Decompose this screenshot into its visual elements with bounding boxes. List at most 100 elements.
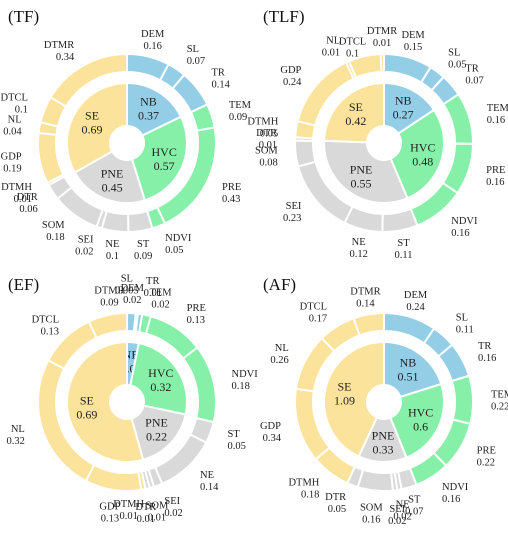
outer-label: GDP 0.24 [280, 65, 302, 88]
inner-label: HVC 0.48 [410, 141, 435, 169]
outer-label: PRE 0.16 [486, 165, 505, 188]
outer-label: SEI 0.02 [75, 235, 94, 258]
outer-label: NDVI 0.16 [451, 216, 478, 239]
outer-label: PRE 0.43 [222, 182, 241, 205]
outer-label: DTCL 0.1 [339, 37, 366, 60]
outer-slice [294, 139, 317, 168]
outer-slice [181, 346, 217, 424]
outer-label: DTMR 0.09 [94, 286, 124, 309]
outer-label: SL 0.005 [115, 274, 139, 297]
inner-slice [389, 108, 445, 200]
sunburst-panel: (AF) NB 0.51 HVC 0.6 PNE 0.33 SE 1.09 DEM 0.24 SL 0.… [260, 275, 508, 527]
inner-label: PNE 0.33 [372, 428, 395, 456]
inner-label: HVC 0.57 [152, 145, 177, 173]
inner-label: SE 0.69 [76, 393, 97, 421]
inner-slice [383, 81, 436, 136]
inner-slice [129, 341, 188, 416]
outer-label: DTMH 0.01 [113, 499, 144, 522]
outer-slice [352, 311, 385, 337]
outer-label: GDP 0.13 [99, 502, 120, 525]
outer-label: NE 0.02 [393, 499, 411, 522]
inner-slice [73, 149, 147, 204]
outer-label: TR 0.16 [478, 341, 496, 364]
outer-label: SL 0.07 [187, 44, 205, 67]
outer-label: TR 0.07 [465, 63, 483, 86]
outer-label: NE 0.1 [105, 239, 119, 262]
panel-title: (TLF) [263, 7, 305, 26]
inner-label: HVC 0.6 [408, 405, 433, 433]
outer-slice [127, 209, 154, 234]
outer-slice [84, 463, 143, 492]
outer-label: PRE 0.13 [187, 303, 206, 326]
inner-label: SE 0.42 [345, 100, 366, 128]
outer-label: DEM 0.16 [141, 29, 165, 52]
inner-label: PNE 0.45 [101, 167, 124, 195]
outer-label: DTCL 0.17 [300, 301, 327, 324]
outer-label: NL 0.04 [3, 114, 22, 137]
inner-label: NB 0.51 [397, 355, 418, 383]
outer-label: DEM 0.24 [404, 290, 428, 313]
outer-label: NL 0.01 [322, 35, 340, 58]
outer-label: ST 0.07 [405, 495, 423, 518]
outer-label: DEM 0.15 [401, 30, 425, 53]
outer-slice [49, 52, 128, 108]
outer-label: SL 0.11 [456, 313, 474, 336]
outer-label: SEI 0.02 [388, 504, 406, 527]
panel-title: (AF) [263, 275, 296, 294]
outer-label: TEM 0.16 [487, 103, 508, 126]
inner-slice [66, 81, 128, 174]
outer-label: DTMH 0.18 [288, 477, 319, 500]
outer-label: PRE 0.22 [477, 446, 496, 469]
outer-slice [450, 374, 474, 426]
outer-label: DTR 0.01 [135, 502, 156, 525]
inner-slice [323, 340, 385, 458]
inner-label: PNE 0.55 [350, 162, 373, 190]
sunburst-panel: (TLF) NB 0.27 HVC 0.48 PNE 0.55 SE 0.42 DEM 0.15 SL… [247, 7, 508, 261]
outer-label: SL 0.05 [448, 47, 466, 70]
outer-slice [442, 92, 474, 145]
outer-label: DTMR 0.01 [367, 26, 397, 49]
outer-slice [379, 52, 385, 74]
outer-label: TEM 0.02 [149, 288, 172, 311]
outer-label: SOM 0.18 [42, 220, 65, 243]
outer-label: DTR 0.05 [325, 492, 346, 515]
outer-label: NE 0.12 [349, 237, 367, 260]
inner-label: HVC 0.32 [148, 366, 173, 394]
outer-label: TEM 0.09 [229, 100, 252, 123]
outer-label: DTMR 0.34 [44, 40, 75, 63]
outer-slice [87, 311, 128, 340]
outer-label: DTMR 0.14 [350, 287, 380, 310]
panel-title: (EF) [8, 275, 39, 294]
outer-label: GDP 0.34 [260, 421, 282, 444]
outer-label: NDVI 0.18 [232, 369, 259, 392]
outer-slice [381, 207, 419, 233]
outer-label: NDVI 0.05 [165, 233, 192, 256]
outer-label: DTR 0.06 [17, 192, 38, 215]
panel-title: (TF) [8, 7, 39, 26]
inner-label: SE 0.69 [82, 109, 103, 137]
outer-label: NL 0.26 [270, 343, 288, 366]
outer-label: NE 0.14 [200, 470, 219, 493]
inner-slice [130, 115, 188, 202]
outer-label: SEI 0.02 [164, 496, 182, 519]
inner-slice [323, 81, 385, 144]
inner-slice [389, 382, 445, 459]
outer-label: NDVI 0.16 [442, 482, 469, 505]
outer-label: ST 0.11 [395, 238, 413, 261]
outer-label: SOM 0.08 [255, 146, 278, 169]
inner-label: NB 0.27 [393, 93, 414, 121]
inner-slice [130, 404, 187, 462]
outer-label: SEI 0.23 [283, 201, 302, 224]
inner-label: SE 1.09 [334, 379, 355, 407]
outer-label: NL 0.32 [6, 424, 24, 447]
outer-label: DEM 0.02 [121, 283, 145, 306]
outer-label: DTR 0.01 [256, 128, 277, 151]
outer-slice [37, 131, 65, 185]
outer-label: DTCL 0.1 [0, 93, 27, 116]
outer-label: SOM 0.16 [360, 502, 383, 525]
inner-label: PNE 0.22 [145, 416, 168, 444]
inner-label: NB 0.37 [138, 95, 159, 123]
